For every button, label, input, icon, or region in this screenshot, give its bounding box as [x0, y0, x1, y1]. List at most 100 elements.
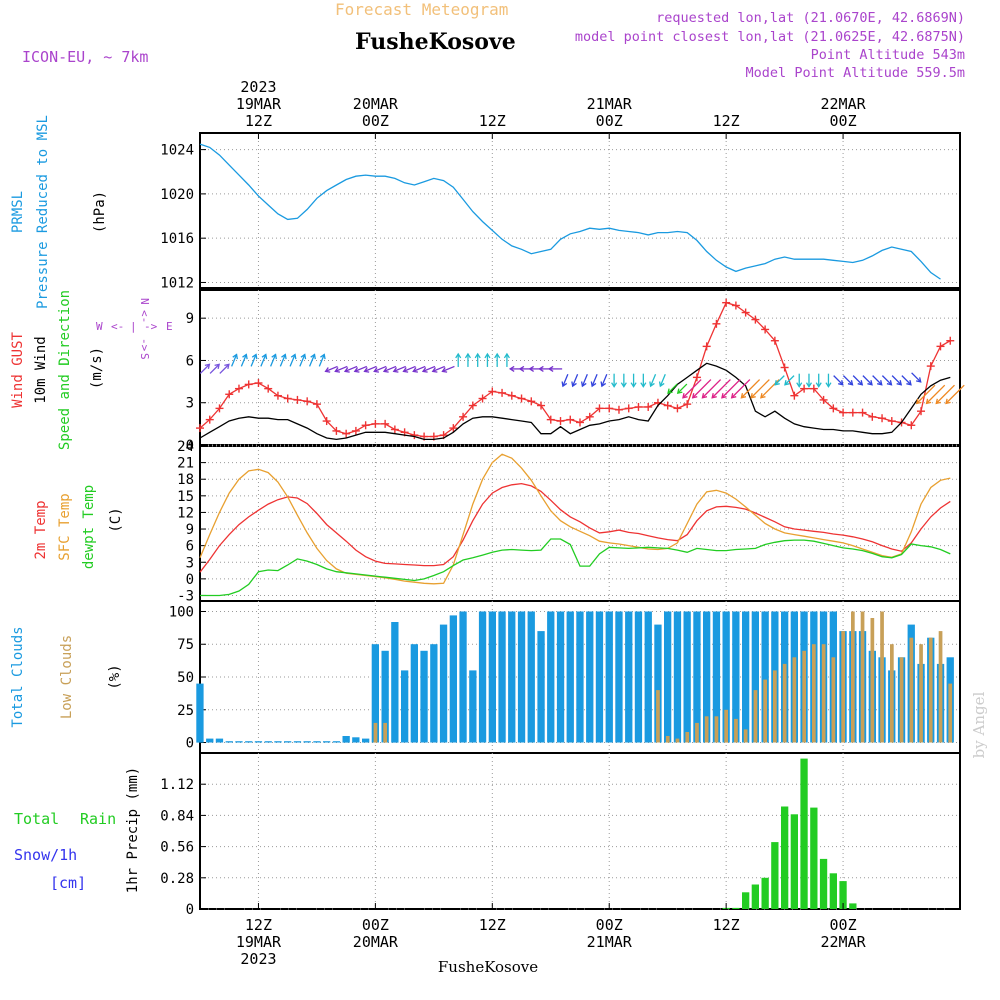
wind-vector-head [676, 388, 683, 395]
model-altitude: Model Point Altitude 559.5m [746, 65, 965, 81]
low-cloud-bar [782, 663, 787, 743]
low-cloud-bar [928, 637, 933, 743]
wind-vector-head [815, 382, 822, 388]
wind-vector-head [421, 367, 428, 373]
low-cloud-bar [880, 611, 884, 743]
wind-vector [731, 379, 751, 399]
credit-text: by Angel [970, 691, 988, 758]
low-cloud-bar [890, 644, 894, 743]
closest-coords: model point closest lon,lat (21.0625E, 4… [575, 29, 965, 45]
wind-vector [374, 365, 387, 372]
wind-vector [852, 375, 863, 386]
wind-vector-head [242, 353, 248, 360]
wind-vector [926, 384, 946, 404]
wind-vector [199, 363, 210, 374]
temp-sfc-line [199, 453, 951, 585]
low-cloud-bar [656, 690, 660, 743]
wind-vector-head [658, 381, 665, 388]
compass-rose: W <- | -> E N <- -> S [96, 298, 173, 360]
compass-center: | [130, 320, 137, 333]
model-label: ICON-EU, ~ 7km [22, 48, 148, 66]
y-tick-label: 1024 [160, 143, 194, 159]
top-axis-label: 12Z [479, 112, 506, 130]
total-cloud-bar [274, 741, 282, 743]
y-tick-label: 0 [186, 902, 194, 918]
wind-vector [318, 354, 325, 367]
y-tick-label: 3 [186, 555, 194, 571]
total-cloud-bar [264, 741, 272, 743]
total-cloud-bar [381, 650, 389, 743]
wind-vector-head [600, 381, 607, 388]
wind-vector-head [431, 367, 438, 373]
cloud-unit: (%) [107, 664, 123, 689]
wind-vector [260, 354, 267, 367]
total-cloud-bar [634, 611, 643, 743]
y-tick-label: 9 [186, 311, 194, 327]
wind-vector-head [640, 382, 647, 388]
wind-vector [692, 379, 712, 399]
total-cloud-bar [595, 611, 604, 743]
wind-vector [881, 375, 892, 386]
low-cloud-bar [373, 722, 378, 743]
wind-vector-head [320, 353, 326, 360]
low-cloud-bar [899, 657, 904, 743]
total-cloud-bar [703, 611, 711, 743]
y-tick-label: 3 [186, 396, 194, 412]
total-cloud-bar [449, 615, 457, 743]
wind-vector-head [916, 377, 922, 383]
y-tick-label: 25 [177, 703, 194, 719]
total-cloud-bar [245, 741, 253, 743]
total-cloud-bar [517, 611, 526, 743]
total-cloud-bar [615, 611, 623, 743]
wind-vector [335, 365, 348, 372]
wind-vector [701, 379, 722, 399]
y-tick-label: 18 [177, 472, 194, 488]
wind-vector-head [611, 382, 618, 388]
total-cloud-bar [722, 611, 730, 743]
wind-vector [581, 373, 588, 387]
grid-layer [200, 133, 960, 910]
bottom-axis-label: 00Z [596, 916, 623, 934]
wind-vector-head [838, 380, 844, 386]
wind-line [199, 362, 951, 441]
snow-unit: [cm] [50, 874, 86, 892]
low-cloud-bar [860, 611, 865, 743]
total-cloud-bar [566, 611, 574, 743]
wind-vector [916, 384, 936, 404]
low-cloud-bar [841, 631, 845, 743]
wind-vector-head [392, 367, 399, 373]
total-cloud-bar [401, 670, 409, 743]
wind-vector-head [232, 353, 238, 360]
wind-vector-head [281, 353, 287, 360]
bottom-axis-label: 19MAR [236, 933, 282, 951]
wind-vector [911, 372, 922, 383]
low-cloud-bar [724, 709, 728, 743]
top-axis-label: 00Z [596, 112, 623, 130]
sfc-temp-label: SFC Temp [57, 493, 73, 560]
wind-vector [682, 379, 702, 399]
wind-vector [891, 375, 902, 386]
wind-vector [872, 375, 883, 386]
wind-vector-head [290, 353, 297, 360]
wind-vector-head [906, 380, 912, 386]
wind-vector-head [590, 381, 597, 388]
temp-unit: (C) [108, 507, 124, 532]
y-tick-label: 1020 [160, 187, 194, 203]
wind-vector [750, 379, 770, 399]
dewpoint-line [200, 538, 951, 597]
low-clouds-label: Low Clouds [59, 635, 75, 719]
wind-vector-head [508, 365, 515, 372]
wind-vector-head [649, 381, 655, 388]
wind-vector-head [494, 352, 501, 359]
total-clouds-label: Total Clouds [10, 626, 26, 727]
low-cloud-bar [919, 644, 923, 743]
compass-north: N [138, 298, 151, 305]
wind-vector [344, 365, 358, 372]
compass-east: E [166, 320, 173, 333]
wind-vector-head [261, 353, 268, 360]
low-cloud-bar [909, 637, 914, 743]
top-axis-label: 2023 [240, 78, 276, 96]
wind-vector-head [363, 367, 370, 373]
